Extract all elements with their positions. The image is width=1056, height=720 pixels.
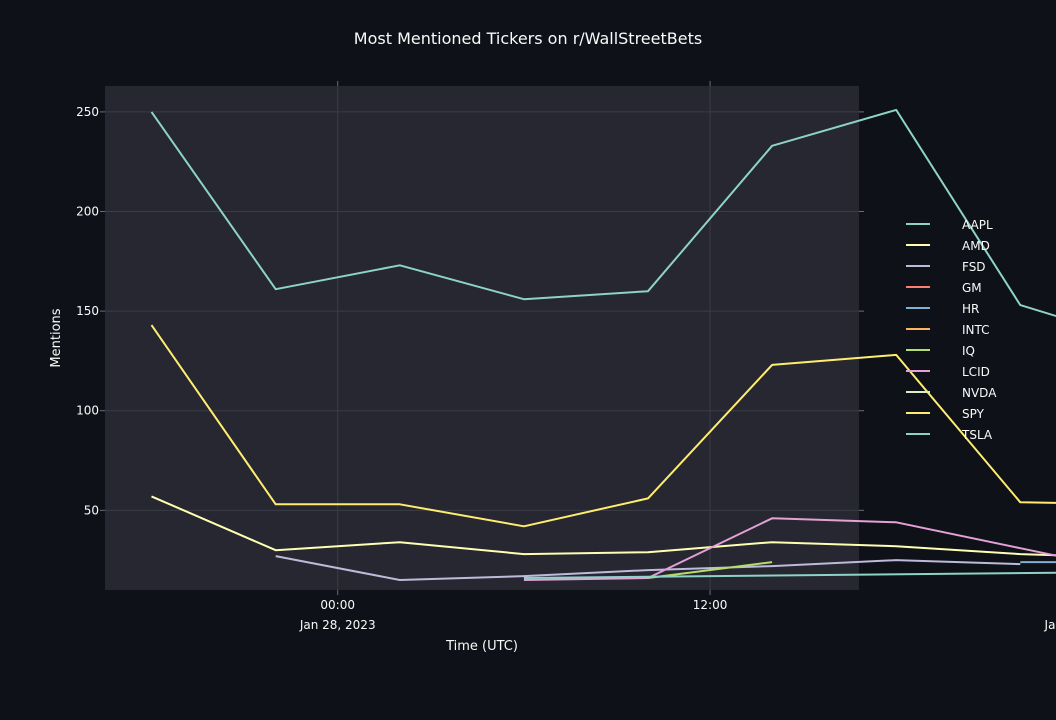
legend-item-tsla[interactable]: TSLA xyxy=(906,428,993,442)
series-line-fsd xyxy=(275,555,1021,581)
series-line-iq xyxy=(647,561,773,579)
legend-item-gm[interactable]: GM xyxy=(906,281,982,295)
series-line-spy xyxy=(150,324,1056,528)
legend-item-nvda[interactable]: NVDA xyxy=(906,386,997,400)
x-tick-label: 00:00 xyxy=(320,598,355,612)
y-axis-title: Mentions xyxy=(49,308,64,367)
legend-label: GM xyxy=(962,281,982,295)
x-tick-date-label: Jan 29, 2023 xyxy=(1044,618,1056,632)
legend-item-spy[interactable]: SPY xyxy=(906,407,985,421)
legend-label: TSLA xyxy=(961,428,993,442)
series-line-aapl xyxy=(150,108,1056,318)
series-line-tsla xyxy=(523,571,1056,579)
y-tick-label: 150 xyxy=(76,304,99,318)
series-line-amd xyxy=(151,495,1056,557)
series-line-lcid xyxy=(523,517,1056,581)
legend-label: AAPL xyxy=(962,218,993,232)
legend-item-intc[interactable]: INTC xyxy=(906,323,990,337)
grid xyxy=(105,86,859,590)
legend-item-amd[interactable]: AMD xyxy=(906,239,990,253)
y-tick-label: 250 xyxy=(76,105,99,119)
chart-title: Most Mentioned Tickers on r/WallStreetBe… xyxy=(354,29,702,48)
legend-label: AMD xyxy=(962,239,990,253)
legend-item-hr[interactable]: HR xyxy=(906,302,979,316)
legend[interactable]: AAPL AMD FSD GM HR INTC IQ LCID NVDA SPY TSLA xyxy=(906,218,997,442)
legend-item-iq[interactable]: IQ xyxy=(906,344,975,358)
legend-item-lcid[interactable]: LCID xyxy=(906,365,990,379)
plot-area xyxy=(105,86,859,590)
series-line-hr xyxy=(1020,561,1056,564)
legend-label: IQ xyxy=(962,344,975,358)
x-axis-title: Time (UTC) xyxy=(445,639,518,654)
legend-label: FSD xyxy=(962,260,986,274)
y-tick-label: 200 xyxy=(76,205,99,219)
y-axis: 50 100 150 200 250 xyxy=(76,105,864,517)
legend-label: SPY xyxy=(962,407,985,421)
x-tick-date-label: Jan 28, 2023 xyxy=(299,618,376,632)
legend-label: NVDA xyxy=(962,386,997,400)
legend-label: LCID xyxy=(962,365,990,379)
legend-label: HR xyxy=(962,302,979,316)
y-tick-label: 100 xyxy=(76,404,99,418)
x-tick-label: 12:00 xyxy=(693,598,728,612)
series-lines xyxy=(150,108,1056,581)
y-tick-label: 50 xyxy=(84,503,99,517)
legend-item-aapl[interactable]: AAPL xyxy=(906,218,993,232)
legend-item-fsd[interactable]: FSD xyxy=(906,260,986,274)
legend-label: INTC xyxy=(962,323,990,337)
